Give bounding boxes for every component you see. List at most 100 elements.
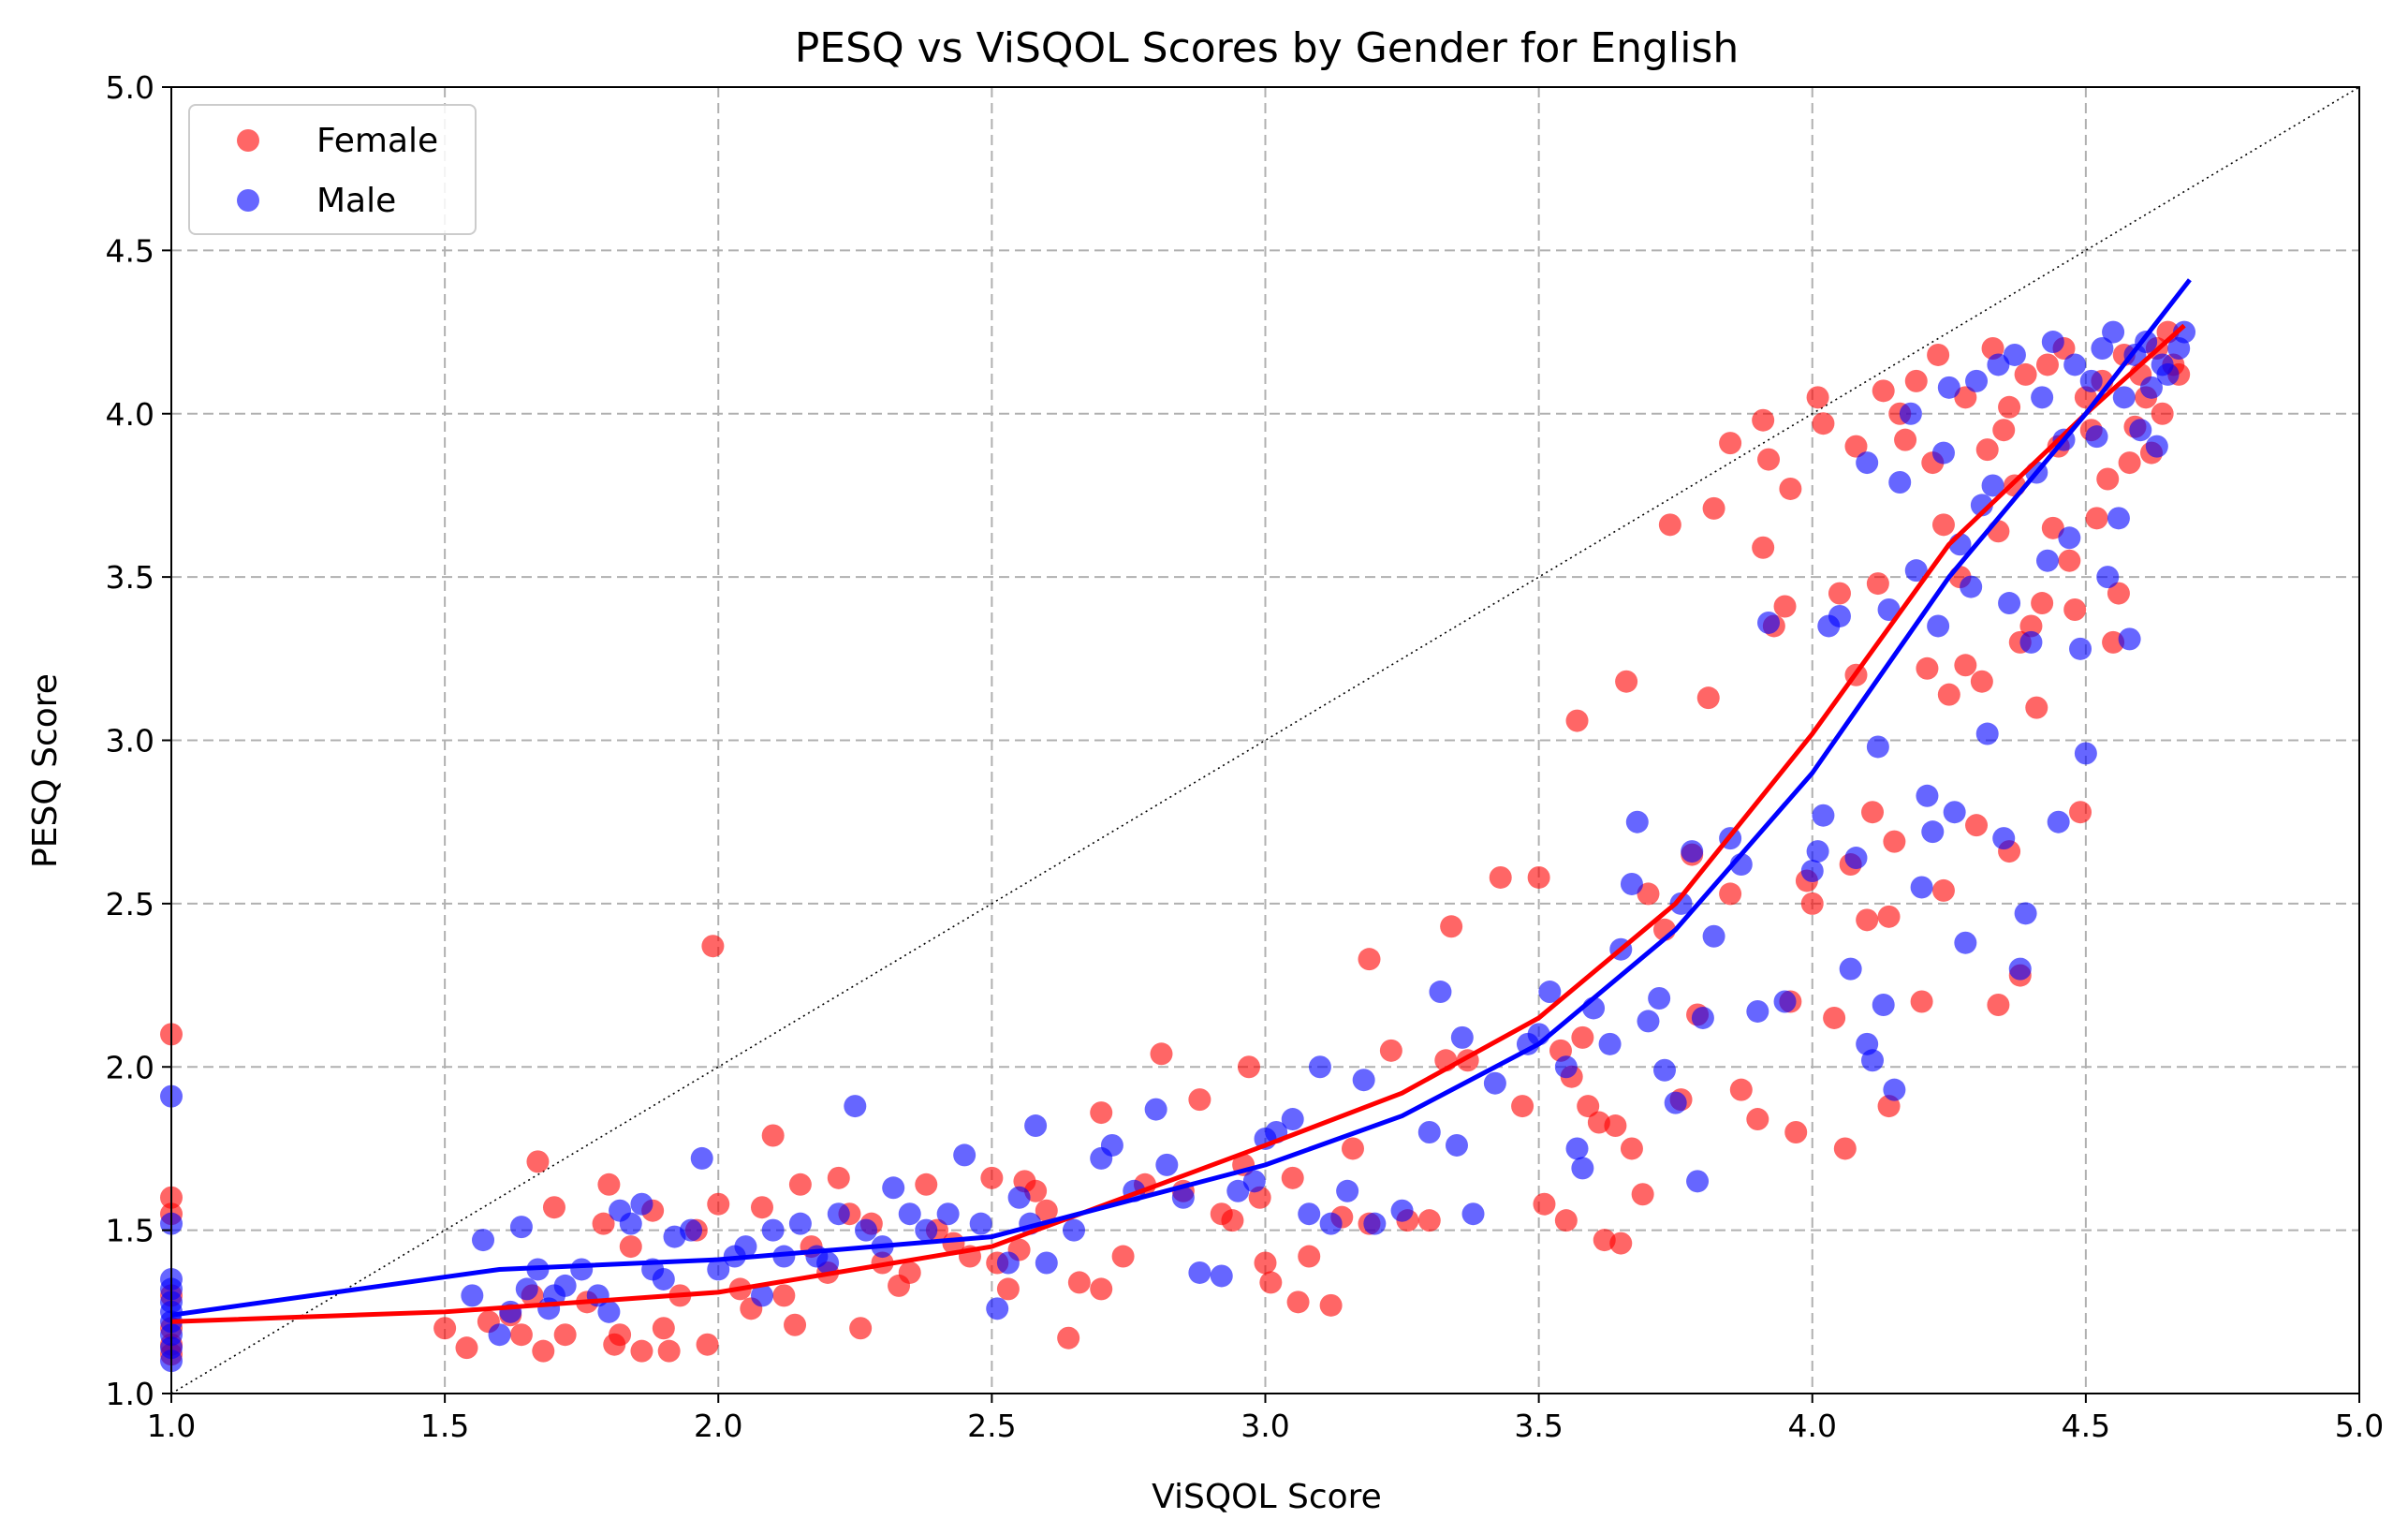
female-point: [1511, 1095, 1534, 1118]
male-point: [761, 1218, 785, 1242]
female-point: [1341, 1137, 1364, 1160]
male-point: [1773, 990, 1797, 1013]
female-point: [784, 1313, 807, 1336]
male-point: [553, 1274, 577, 1297]
male-point: [1210, 1264, 1233, 1288]
female-point: [1259, 1271, 1283, 1294]
female-point: [701, 935, 725, 958]
male-point: [1538, 981, 1562, 1004]
male-point: [844, 1095, 867, 1118]
chart-title: PESQ vs ViSQOL Scores by Gender for Engl…: [795, 24, 1739, 72]
female-point: [542, 1196, 565, 1219]
female-point: [2003, 474, 2026, 497]
female-point: [1872, 379, 1895, 403]
male-point: [1702, 924, 1725, 948]
male-point: [1352, 1069, 1375, 1092]
female-point: [657, 1339, 681, 1363]
male-point: [707, 1258, 730, 1281]
female-point: [1927, 343, 1950, 366]
female-point: [2019, 614, 2043, 638]
male-point: [499, 1300, 522, 1323]
male-point: [1598, 1032, 1622, 1055]
male-point: [597, 1300, 621, 1323]
female-point: [2058, 549, 2081, 572]
female-point: [2151, 402, 2174, 425]
male-point: [1937, 376, 1960, 399]
female-point: [696, 1333, 719, 1356]
female-point: [1910, 990, 1933, 1013]
male-point: [2096, 566, 2120, 589]
female-point: [597, 1173, 621, 1196]
female-point: [761, 1124, 785, 1147]
female-point: [609, 1323, 632, 1347]
female-point: [1696, 686, 1720, 710]
male-point: [2019, 630, 2043, 654]
male-point: [1839, 957, 1862, 981]
female-point: [1861, 801, 1885, 824]
female-point: [1527, 865, 1550, 889]
male-point: [2156, 362, 2180, 386]
male-point: [1800, 860, 1824, 882]
male-point: [2091, 337, 2114, 360]
male-point: [1866, 735, 1889, 759]
male-point: [1806, 840, 1829, 863]
male-point: [2008, 957, 2032, 981]
female-point: [630, 1339, 653, 1363]
female-point: [2014, 362, 2037, 386]
female-point: [1752, 408, 1775, 432]
male-point: [2047, 810, 2070, 833]
male-point: [1319, 1212, 1343, 1235]
male-trend-line: [170, 278, 2192, 1318]
y-tick-label: 3.0: [106, 723, 154, 760]
male-point: [1931, 441, 1955, 465]
female-point: [1417, 1209, 1441, 1232]
female-point: [1970, 670, 1993, 693]
legend: Female Male: [188, 104, 477, 235]
male-point: [1363, 1212, 1387, 1235]
male-point: [1554, 1055, 1578, 1079]
male-point: [1992, 827, 2016, 850]
male-point: [2069, 637, 2092, 660]
male-point: [690, 1146, 713, 1170]
male-point: [827, 1202, 850, 1226]
male-point: [2074, 742, 2097, 765]
y-axis-ticks: 1.0 1.5 2.0 2.5 3.0 3.5 4.0 4.5 5.0: [106, 69, 171, 1412]
female-point: [532, 1339, 555, 1363]
female-point: [2041, 516, 2064, 539]
female-point: [2025, 696, 2048, 719]
male-point: [1981, 474, 2004, 497]
female-point: [1823, 1006, 1846, 1029]
male-point: [1877, 598, 1901, 621]
female-point: [1987, 993, 2010, 1016]
y-tick-label: 3.5: [106, 559, 154, 596]
legend-marker-female: [237, 129, 259, 152]
female-point: [1877, 905, 1901, 928]
male-point: [2079, 369, 2103, 392]
female-trend-line: [170, 323, 2186, 1324]
female-point: [1916, 656, 1939, 680]
female-point: [1221, 1209, 1244, 1232]
x-tick-label: 4.0: [1788, 1408, 1837, 1444]
female-point: [509, 1323, 533, 1347]
female-point: [980, 1166, 1004, 1189]
male-point: [2139, 376, 2163, 399]
male-point: [1943, 801, 1966, 824]
male-point: [1188, 1261, 1211, 1284]
male-point: [1921, 820, 1945, 844]
female-point: [1658, 513, 1681, 537]
male-point: [2003, 343, 2026, 366]
male-point: [1429, 981, 1452, 1004]
female-point: [898, 1261, 921, 1284]
female-point: [455, 1336, 478, 1360]
male-point: [652, 1267, 675, 1291]
female-point: [1577, 1095, 1600, 1118]
female-point: [2069, 801, 2092, 824]
male-point: [1024, 1114, 1048, 1138]
x-tick-label: 3.5: [1514, 1408, 1563, 1444]
female-point: [1844, 435, 1868, 458]
female-point: [772, 1284, 796, 1307]
male-point: [1904, 559, 1928, 583]
male-point: [2102, 320, 2125, 344]
y-tick-label: 1.0: [106, 1376, 154, 1412]
female-point: [1833, 1137, 1857, 1160]
